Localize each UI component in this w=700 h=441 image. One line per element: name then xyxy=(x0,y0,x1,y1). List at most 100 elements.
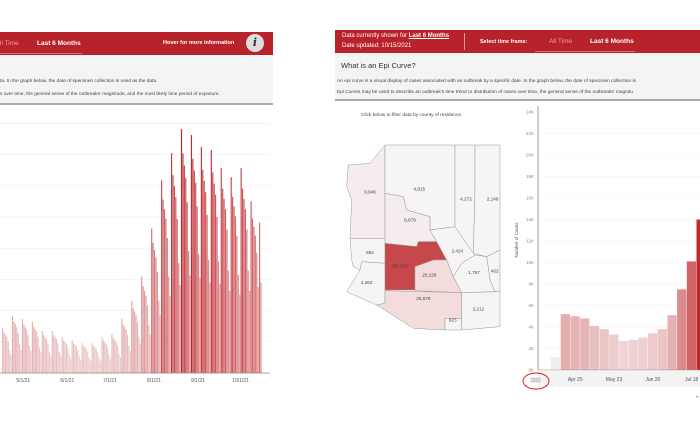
y-axis-label: Number of Cases xyxy=(514,222,519,258)
bar xyxy=(195,182,197,373)
bar xyxy=(163,209,166,373)
right-epi-chart[interactable]: 0K 2K 4K 6K 8K 10K 12K 14K 16K 18K 20K 22K 24K Number… xyxy=(505,100,700,410)
county-graham[interactable] xyxy=(453,254,496,293)
bar xyxy=(165,218,167,373)
bar xyxy=(112,337,114,373)
bar xyxy=(158,300,160,373)
bar xyxy=(155,257,157,373)
bar xyxy=(57,343,59,373)
bar xyxy=(222,188,224,373)
bar xyxy=(192,158,194,373)
bar xyxy=(115,341,117,373)
bar xyxy=(105,344,107,373)
county-cochise[interactable] xyxy=(461,291,501,331)
y-tick-label: 4K xyxy=(528,325,534,330)
tab-last-6-months-right[interactable]: Last 6 Months xyxy=(590,38,634,45)
bar xyxy=(189,275,191,373)
bar xyxy=(67,347,69,373)
x-tick-label: Jun 20 xyxy=(645,377,660,383)
bar xyxy=(13,321,15,373)
bar xyxy=(182,153,184,373)
bar xyxy=(677,289,687,370)
bar xyxy=(180,129,183,373)
bar xyxy=(38,347,41,373)
bar xyxy=(108,354,110,373)
bar xyxy=(78,356,80,373)
tab-last-6-months[interactable]: Last 6 Months xyxy=(37,40,81,47)
zoom-in-button[interactable] xyxy=(535,377,541,383)
bar xyxy=(205,192,207,373)
y-tick-label: 16K xyxy=(526,196,534,201)
bar xyxy=(119,357,122,373)
bar xyxy=(259,222,261,373)
bar xyxy=(145,295,147,373)
bar xyxy=(224,209,227,373)
bar xyxy=(99,360,102,373)
bar xyxy=(44,337,46,373)
county-value-la-paz: 684 xyxy=(366,250,374,255)
data-shown-text: Data currently shown for Last 6 Months xyxy=(342,33,449,39)
bar xyxy=(28,345,31,373)
bar xyxy=(175,197,177,373)
y-tick-label: 12K xyxy=(526,239,534,244)
bar xyxy=(253,226,255,373)
right-info-line-2: Epi Curves may be used to describe an ou… xyxy=(337,90,633,95)
bar xyxy=(551,357,561,370)
bar xyxy=(168,276,170,373)
y-tick-label: 18K xyxy=(526,174,534,179)
bar xyxy=(162,199,164,373)
bar xyxy=(257,287,259,373)
right-info-area xyxy=(335,53,700,101)
bar xyxy=(260,282,262,373)
county-value-mohave: 9,946 xyxy=(364,189,376,194)
bar xyxy=(149,334,151,373)
bar xyxy=(11,315,14,373)
bar xyxy=(229,291,231,373)
bar xyxy=(4,334,7,373)
red-annotation-circle xyxy=(522,372,550,390)
bar xyxy=(98,357,100,373)
bar xyxy=(256,252,258,373)
bar xyxy=(217,261,220,373)
bar xyxy=(82,345,85,373)
bar xyxy=(122,324,124,373)
bar xyxy=(142,286,144,373)
bar xyxy=(43,335,45,373)
bar xyxy=(54,337,56,373)
zoom-out-button[interactable] xyxy=(530,377,536,383)
bar xyxy=(247,270,249,373)
bar xyxy=(232,196,234,373)
bar xyxy=(251,218,254,373)
bar xyxy=(60,356,62,373)
bar xyxy=(58,351,60,373)
bar xyxy=(75,346,78,373)
bar xyxy=(169,295,171,373)
bar xyxy=(148,324,150,373)
bar xyxy=(206,214,208,373)
bar xyxy=(132,307,134,373)
county-value-pinal: 20,226 xyxy=(422,272,437,277)
bar xyxy=(121,318,123,373)
county-map[interactable]: 9,946 4,815 8,679 684 4,262 188,308 2,424 20,22… xyxy=(330,100,510,340)
bar xyxy=(172,175,174,373)
bar xyxy=(63,340,65,373)
bar xyxy=(188,251,190,373)
bar xyxy=(94,347,96,373)
bar xyxy=(23,324,25,373)
x-tick-label: 8/1/21 xyxy=(147,378,161,384)
y-tick-label: 22K xyxy=(526,131,534,136)
bar xyxy=(2,327,4,373)
info-icon[interactable]: i xyxy=(246,34,264,52)
y-tick-label: 2K xyxy=(528,346,534,351)
bar xyxy=(68,354,70,373)
bar xyxy=(46,339,48,373)
bar xyxy=(193,170,195,373)
bar xyxy=(227,270,229,373)
tab-all-time[interactable]: ll Time xyxy=(0,40,19,47)
county-value-gila: 2,424 xyxy=(452,248,464,253)
bar xyxy=(64,342,66,373)
tab-all-time-right[interactable]: All Time xyxy=(549,38,573,45)
left-epi-chart[interactable]: 5/1/21 6/1/21 7/1/21 8/1/21 9/1/21 10/1/21 xyxy=(0,108,275,393)
bar xyxy=(50,356,52,373)
bar xyxy=(84,347,86,373)
